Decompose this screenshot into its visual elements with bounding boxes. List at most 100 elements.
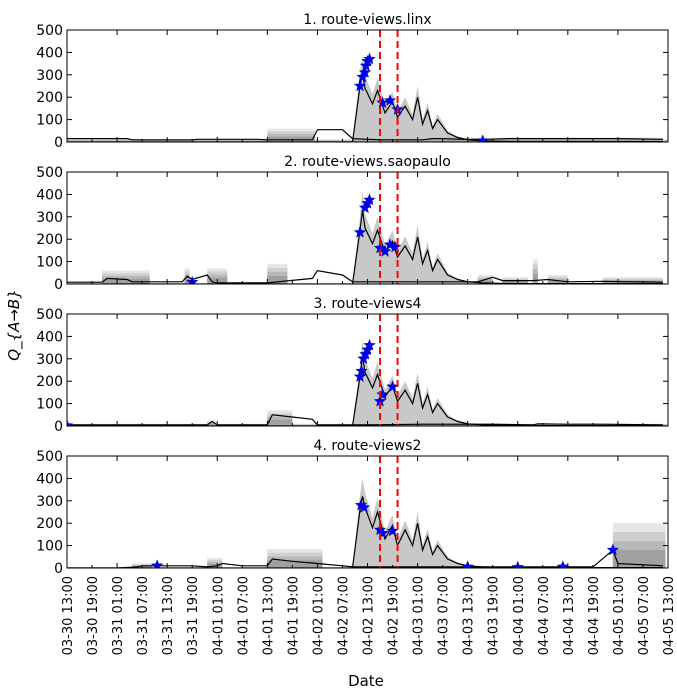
y-tick-label: 300 (36, 68, 63, 84)
star-marker (556, 560, 570, 568)
y-tick-label: 100 (36, 397, 63, 413)
x-tick-label: 04-02 07:00 (337, 576, 352, 655)
x-tick-label: 04-04 07:00 (537, 576, 552, 655)
band (267, 560, 323, 568)
panel-title: 4. route-views2 (314, 438, 422, 454)
x-tick-label: 04-02 01:00 (311, 576, 326, 655)
band (477, 280, 493, 284)
band (267, 419, 293, 426)
y-tick-label: 300 (36, 352, 63, 368)
star-marker (363, 52, 376, 65)
plot-area (67, 191, 664, 284)
y-tick-label: 100 (36, 113, 63, 129)
y-tick-label: 200 (36, 516, 63, 532)
star-marker (150, 559, 164, 568)
x-tick-label: 04-05 07:00 (637, 576, 652, 655)
y-tick-label: 400 (36, 45, 63, 61)
x-tick-label: 04-02 13:00 (362, 576, 377, 655)
y-tick-label: 500 (36, 449, 63, 465)
x-tick-label: 04-01 19:00 (286, 576, 301, 655)
star-marker (67, 419, 74, 426)
y-tick-label: 400 (36, 187, 63, 203)
star-marker (363, 338, 376, 351)
star-marker (363, 193, 376, 206)
x-tick-label: 04-04 13:00 (562, 576, 577, 655)
x-tick-label: 04-02 19:00 (387, 576, 402, 655)
series-line-1 (67, 129, 664, 141)
star-marker (376, 388, 389, 400)
y-tick-label: 0 (54, 135, 63, 151)
panel-title: 2. route-views.saopaulo (284, 154, 451, 170)
y-tick-label: 400 (36, 471, 63, 487)
x-tick-label: 04-01 13:00 (261, 576, 276, 655)
x-tick-label: 04-03 19:00 (487, 576, 502, 655)
y-tick-label: 300 (36, 210, 63, 226)
plot-area (67, 52, 668, 142)
band (267, 275, 288, 284)
panel-2: 2. route-views.saopaulo 0 100 200 300 400 500 (36, 154, 669, 293)
y-tick-label: 300 (36, 494, 63, 510)
x-tick-label: 04-05 13:00 (662, 576, 677, 655)
y-tick-label: 500 (36, 307, 63, 323)
band (602, 281, 663, 284)
panel-title: 1. route-views.linx (303, 12, 431, 28)
x-tick-label: 03-30 13:00 (61, 576, 76, 655)
shared-ylabel: Q_{A→B} (5, 289, 24, 361)
star-marker (476, 134, 489, 142)
x-tick-label: 03-31 13:00 (161, 576, 176, 655)
star-marker (185, 275, 199, 284)
y-tick-label: 200 (36, 374, 63, 390)
y-tick-label: 400 (36, 329, 63, 345)
series-line-1 (67, 269, 664, 284)
panel-1: 1. route-views.linx 0 100 200 300 400 500 (36, 12, 669, 151)
x-tick-label: 04-01 07:00 (236, 576, 251, 655)
band (207, 423, 215, 426)
plot-area (67, 478, 666, 568)
x-tick-label: 04-04 19:00 (587, 576, 602, 655)
x-tick-label: 03-31 19:00 (186, 576, 201, 655)
plot-area (67, 338, 668, 426)
star-marker (388, 240, 402, 253)
y-tick-label: 100 (36, 255, 63, 271)
x-tick-label: 03-30 19:00 (86, 576, 101, 655)
star-marker (353, 225, 367, 238)
band (102, 278, 150, 284)
x-tick-label: 04-03 13:00 (462, 576, 477, 655)
panel-3: 3. route-views4 0 100 200 300 400 500 (36, 296, 669, 435)
y-tick-label: 200 (36, 90, 63, 106)
y-tick-label: 0 (54, 419, 63, 435)
y-tick-label: 100 (36, 539, 63, 555)
star-marker (355, 364, 368, 377)
x-tick-label: 04-03 07:00 (437, 576, 452, 655)
y-tick-label: 200 (36, 232, 63, 248)
star-marker (383, 94, 397, 106)
band (502, 281, 528, 284)
band (547, 280, 568, 284)
star-marker (386, 524, 399, 537)
star-marker (357, 500, 371, 513)
series-envelope (67, 191, 663, 284)
series-envelope (67, 339, 663, 426)
y-tick-label: 500 (36, 165, 63, 181)
y-tick-label: 500 (36, 23, 63, 39)
x-tick-label: 04-05 01:00 (612, 576, 627, 655)
star-marker (606, 543, 620, 556)
y-tick-label: 0 (54, 277, 63, 293)
series-envelope (67, 478, 663, 568)
x-tick-label: 03-31 01:00 (111, 576, 126, 655)
x-tick-labels: 03-30 13:00 03-30 19:00 03-31 01:00 03-31 0… (61, 576, 677, 655)
x-tick-label: 04-04 01:00 (512, 576, 527, 655)
x-tick-label: 04-03 01:00 (412, 576, 427, 655)
x-tick-label: 03-31 07:00 (136, 576, 151, 655)
star-marker (353, 79, 367, 92)
star-marker (376, 526, 389, 539)
band (532, 274, 538, 284)
x-tick-label: 04-01 01:00 (211, 576, 226, 655)
y-tick-label: 0 (54, 561, 63, 577)
series-envelope (67, 55, 663, 142)
x-axis-label: Date (348, 672, 384, 690)
panel-title: 3. route-views4 (314, 296, 422, 312)
panel-4: 4. route-views2 0 100 200 300 400 500 (36, 438, 669, 577)
